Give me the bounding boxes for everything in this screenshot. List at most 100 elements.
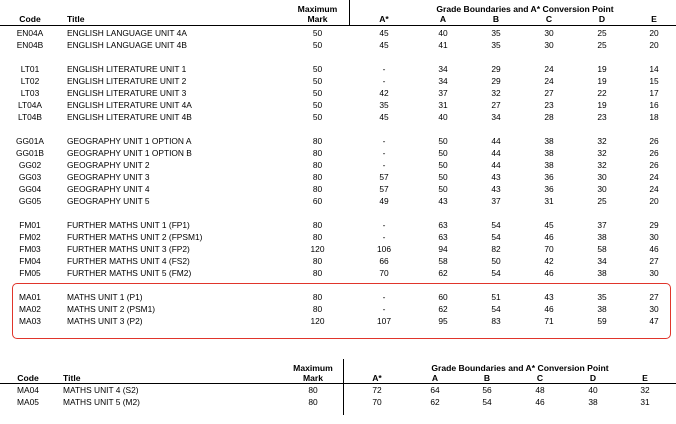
cell-c: 30	[544, 28, 554, 38]
cell-c: 46	[544, 268, 554, 278]
cell-title: GEOGRAPHY UNIT 2	[67, 160, 150, 170]
cell-astar: -	[382, 304, 386, 314]
cell-c: 46	[535, 397, 545, 407]
cell-c: 24	[544, 64, 554, 74]
cell-a: 50	[438, 148, 448, 158]
cell-max: 80	[312, 232, 323, 242]
cell-title: ENGLISH LITERATURE UNIT 3	[67, 88, 187, 98]
cell-max: 60	[312, 196, 323, 206]
grade-boundaries-group-header: Grade Boundaries and A* Conversion Point	[436, 4, 614, 14]
cell-a: 94	[438, 244, 448, 254]
cell-astar: 45	[379, 112, 389, 122]
bottom-title-header: Title	[63, 373, 81, 383]
cell-b: 35	[491, 28, 501, 38]
cell-max: 80	[312, 160, 323, 170]
cell-c: 30	[544, 40, 554, 50]
cell-code: EN04A	[16, 28, 44, 38]
table-row: FM01 FURTHER MATHS UNIT 1 (FP1) 80 - 63 54 45 3…	[0, 219, 676, 231]
cell-c: 46	[544, 304, 554, 314]
cell-title: GEOGRAPHY UNIT 4	[67, 184, 150, 194]
table-row: MA02 MATHS UNIT 2 (PSM1) 80 - 62 54 46 38 30	[0, 303, 676, 315]
bottom-grade-boundaries-group-header: Grade Boundaries and A* Conversion Point	[431, 363, 609, 373]
cell-c: 38	[544, 160, 554, 170]
cell-code: LT04B	[17, 112, 43, 122]
cell-title: ENGLISH LANGUAGE UNIT 4A	[67, 28, 187, 38]
cell-astar: 45	[379, 28, 389, 38]
cell-code: MA04	[17, 385, 39, 395]
cell-b: 44	[491, 136, 501, 146]
bottom-max-mark-header-line1: Maximum	[293, 363, 333, 373]
header-divider	[0, 25, 676, 26]
cell-c: 38	[544, 136, 554, 146]
table-row: FM02 FURTHER MATHS UNIT 2 (FPSM1) 80 - 63 54 4…	[0, 231, 676, 243]
cell-max: 50	[312, 112, 323, 122]
cell-a: 31	[438, 100, 448, 110]
cell-title: FURTHER MATHS UNIT 4 (FS2)	[67, 256, 190, 266]
table-row: GG04 GEOGRAPHY UNIT 4 80 57 50 43 36 30 24	[0, 183, 676, 195]
cell-a: 40	[438, 28, 448, 38]
cell-max: 120	[310, 244, 325, 254]
cell-astar: -	[382, 136, 386, 146]
code-header: Code	[19, 14, 41, 24]
cell-e: 47	[649, 316, 659, 326]
cell-a: 50	[438, 184, 448, 194]
cell-astar: 57	[379, 184, 389, 194]
cell-a: 60	[438, 292, 448, 302]
cell-astar: -	[382, 292, 386, 302]
table-row: GG01A GEOGRAPHY UNIT 1 OPTION A 80 - 50 44 38 3…	[0, 135, 676, 147]
cell-code: MA01	[19, 292, 41, 302]
max-mark-header-line1: Maximum	[297, 4, 338, 14]
cell-a: 58	[438, 256, 448, 266]
cell-d: 19	[597, 76, 607, 86]
cell-e: 26	[649, 136, 659, 146]
cell-title: MATHS UNIT 1 (P1)	[67, 292, 143, 302]
cell-c: 36	[544, 172, 554, 182]
cell-d: 58	[597, 244, 607, 254]
cell-a: 64	[430, 385, 440, 395]
cell-title: FURTHER MATHS UNIT 2 (FPSM1)	[67, 232, 203, 242]
cell-e: 29	[649, 220, 659, 230]
bottom-header-row-1: Maximum Grade Boundaries and A* Conversi…	[0, 362, 676, 374]
cell-e: 31	[640, 397, 650, 407]
cell-a: 62	[430, 397, 440, 407]
cell-astar: 106	[377, 244, 391, 254]
cell-c: 24	[544, 76, 554, 86]
cell-code: FM04	[19, 256, 41, 266]
cell-c: 48	[535, 385, 545, 395]
cell-c: 28	[544, 112, 554, 122]
table-row: LT02 ENGLISH LITERATURE UNIT 2 50 - 34 29 24 19…	[0, 75, 676, 87]
cell-astar: -	[382, 76, 386, 86]
table-row: GG01B GEOGRAPHY UNIT 1 OPTION B 80 - 50 44 38 3…	[0, 147, 676, 159]
cell-astar: 49	[379, 196, 389, 206]
cell-a: 62	[438, 304, 448, 314]
cell-c: 23	[544, 100, 554, 110]
cell-title: ENGLISH LITERATURE UNIT 4A	[67, 100, 192, 110]
cell-e: 15	[649, 76, 659, 86]
cell-max: 50	[312, 64, 323, 74]
cell-b: 44	[491, 148, 501, 158]
cell-code: GG05	[18, 196, 42, 206]
cell-max: 50	[312, 100, 323, 110]
cell-max: 50	[312, 76, 323, 86]
cell-e: 46	[649, 244, 659, 254]
cell-b: 43	[491, 172, 501, 182]
cell-d: 25	[597, 196, 607, 206]
cell-b: 37	[491, 196, 501, 206]
grade-b-header: B	[492, 14, 500, 24]
cell-b: 54	[491, 220, 501, 230]
cell-c: 42	[544, 256, 554, 266]
cell-e: 26	[649, 148, 659, 158]
cell-c: 31	[544, 196, 554, 206]
cell-e: 30	[649, 268, 659, 278]
cell-c: 43	[544, 292, 554, 302]
grade-a-header: A	[439, 14, 447, 24]
bottom-astar-header: A*	[372, 373, 382, 383]
cell-b: 34	[491, 112, 501, 122]
cell-title: GEOGRAPHY UNIT 3	[67, 172, 150, 182]
cell-c: 71	[544, 316, 554, 326]
cell-astar: -	[382, 64, 386, 74]
cell-e: 20	[649, 40, 659, 50]
cell-d: 32	[597, 136, 607, 146]
max-mark-header-line2: Mark	[307, 14, 328, 24]
cell-max: 80	[308, 385, 318, 395]
